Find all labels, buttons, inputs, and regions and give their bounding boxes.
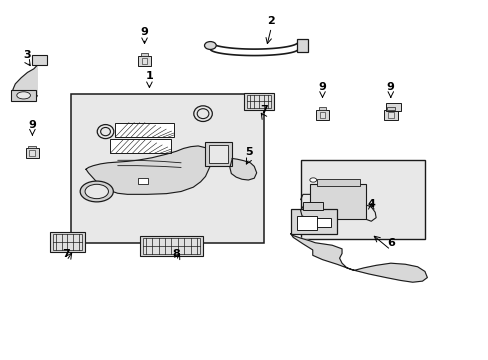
Text: 9: 9 bbox=[318, 82, 326, 92]
Bar bbox=[140, 236, 203, 256]
Polygon shape bbox=[229, 158, 256, 180]
Ellipse shape bbox=[204, 41, 216, 49]
Bar bbox=[138, 178, 148, 184]
Bar bbox=[300, 160, 424, 239]
Bar bbox=[115, 123, 173, 137]
Bar bbox=[290, 209, 336, 234]
Ellipse shape bbox=[80, 181, 113, 202]
Text: 4: 4 bbox=[366, 199, 374, 209]
Bar bbox=[318, 107, 326, 110]
Bar bbox=[297, 216, 316, 230]
Bar bbox=[316, 179, 359, 186]
Bar bbox=[205, 142, 232, 166]
Text: 5: 5 bbox=[245, 147, 253, 157]
Bar bbox=[244, 93, 273, 110]
Ellipse shape bbox=[17, 92, 30, 99]
Text: 9: 9 bbox=[141, 27, 148, 37]
Text: 9: 9 bbox=[28, 120, 36, 130]
Bar bbox=[50, 232, 84, 252]
Bar bbox=[315, 110, 329, 120]
Bar bbox=[53, 234, 81, 249]
Ellipse shape bbox=[85, 184, 108, 199]
Ellipse shape bbox=[309, 178, 316, 182]
Text: 7: 7 bbox=[260, 105, 267, 116]
Bar bbox=[310, 184, 366, 220]
Text: 9: 9 bbox=[386, 82, 394, 92]
Polygon shape bbox=[13, 65, 37, 99]
Ellipse shape bbox=[97, 125, 114, 139]
Bar bbox=[247, 95, 270, 108]
Bar bbox=[383, 110, 397, 120]
Bar bbox=[28, 145, 36, 148]
Bar bbox=[138, 56, 151, 66]
Text: 7: 7 bbox=[62, 249, 70, 259]
Bar bbox=[32, 55, 47, 65]
Text: 2: 2 bbox=[267, 16, 275, 26]
Bar bbox=[387, 112, 393, 118]
Bar bbox=[110, 139, 171, 153]
Text: 8: 8 bbox=[172, 249, 180, 259]
Bar bbox=[71, 94, 264, 243]
Ellipse shape bbox=[101, 127, 110, 136]
Bar bbox=[209, 145, 227, 163]
Bar bbox=[11, 90, 36, 101]
Ellipse shape bbox=[197, 109, 208, 118]
Bar bbox=[297, 40, 307, 51]
Bar bbox=[29, 150, 35, 156]
Bar bbox=[385, 103, 400, 111]
Text: 3: 3 bbox=[23, 50, 31, 60]
Bar bbox=[310, 218, 330, 226]
Bar bbox=[25, 148, 39, 158]
Ellipse shape bbox=[193, 106, 212, 121]
Text: 6: 6 bbox=[386, 238, 394, 248]
Bar bbox=[319, 112, 325, 118]
Polygon shape bbox=[86, 146, 212, 194]
Bar bbox=[142, 58, 147, 64]
Bar bbox=[141, 53, 148, 56]
Polygon shape bbox=[290, 234, 427, 282]
Text: 1: 1 bbox=[145, 71, 153, 81]
Bar bbox=[303, 202, 322, 211]
Bar bbox=[142, 238, 200, 254]
Bar bbox=[386, 107, 394, 110]
